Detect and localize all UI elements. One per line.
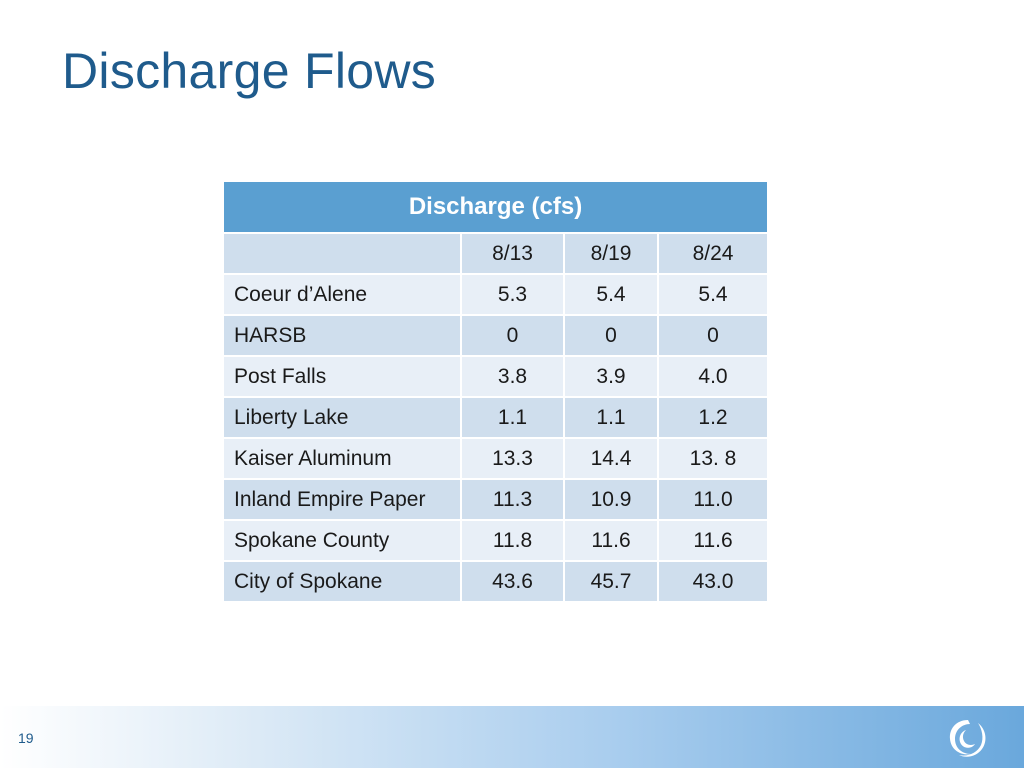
- cell-value: 1.1: [460, 396, 565, 439]
- cell-value: 0: [563, 314, 659, 357]
- discharge-table: Discharge (cfs) 8/13 8/19 8/24 Coeur d’A…: [221, 180, 770, 603]
- date-column-header: 8/24: [656, 232, 770, 275]
- table-row: Kaiser Aluminum 13.3 14.4 13. 8: [222, 437, 770, 480]
- row-label: Post Falls: [222, 355, 462, 398]
- row-label: Liberty Lake: [222, 396, 462, 439]
- table-row: City of Spokane 43.6 45.7 43.0: [222, 560, 770, 603]
- cell-value: 5.4: [563, 273, 659, 316]
- cell-value: 43.0: [656, 560, 770, 603]
- cell-value: 11.6: [563, 519, 659, 562]
- table-row: Inland Empire Paper 11.3 10.9 11.0: [222, 478, 770, 521]
- row-label: Kaiser Aluminum: [222, 437, 462, 480]
- cell-value: 4.0: [656, 355, 770, 398]
- date-column-header: 8/19: [563, 232, 659, 275]
- cell-value: 45.7: [563, 560, 659, 603]
- cell-value: 13.3: [460, 437, 565, 480]
- row-label: City of Spokane: [222, 560, 462, 603]
- swirl-logo-icon: [944, 714, 992, 762]
- cell-value: 13. 8: [656, 437, 770, 480]
- table-row: Spokane County 11.8 11.6 11.6: [222, 519, 770, 562]
- row-label: Coeur d’Alene: [222, 273, 462, 316]
- cell-value: 10.9: [563, 478, 659, 521]
- cell-value: 11.8: [460, 519, 565, 562]
- cell-value: 11.3: [460, 478, 565, 521]
- cell-value: 11.6: [656, 519, 770, 562]
- cell-value: 11.0: [656, 478, 770, 521]
- table-row: Coeur d’Alene 5.3 5.4 5.4: [222, 273, 770, 316]
- date-column-header: 8/13: [460, 232, 565, 275]
- cell-value: 5.4: [656, 273, 770, 316]
- cell-value: 3.8: [460, 355, 565, 398]
- date-header-row: 8/13 8/19 8/24: [222, 232, 770, 275]
- slide-title: Discharge Flows: [62, 43, 437, 99]
- table-row: HARSB 0 0 0: [222, 314, 770, 357]
- row-label: HARSB: [222, 314, 462, 357]
- row-label: Inland Empire Paper: [222, 478, 462, 521]
- table-row: Post Falls 3.8 3.9 4.0: [222, 355, 770, 398]
- row-label: Spokane County: [222, 519, 462, 562]
- cell-value: 5.3: [460, 273, 565, 316]
- footer-band: [0, 706, 1024, 768]
- cell-value: 0: [460, 314, 565, 357]
- cell-value: 43.6: [460, 560, 565, 603]
- empty-corner-cell: [222, 232, 462, 275]
- table-header: Discharge (cfs): [221, 180, 770, 234]
- cell-value: 1.2: [656, 396, 770, 439]
- page-number: 19: [18, 730, 34, 746]
- table-row: Liberty Lake 1.1 1.1 1.2: [222, 396, 770, 439]
- cell-value: 14.4: [563, 437, 659, 480]
- cell-value: 1.1: [563, 396, 659, 439]
- cell-value: 0: [656, 314, 770, 357]
- cell-value: 3.9: [563, 355, 659, 398]
